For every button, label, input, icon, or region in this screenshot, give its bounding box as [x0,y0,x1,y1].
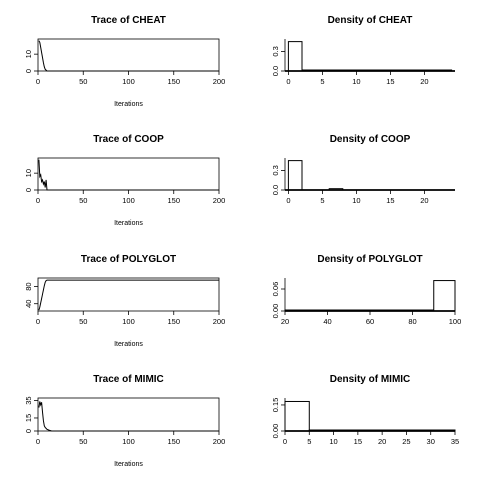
x-tick-label: 60 [366,317,374,326]
x-tick-label: 50 [79,437,87,446]
histogram-bar [433,280,456,312]
x-tick-label: 100 [122,317,135,326]
x-tick-label: 15 [354,437,362,446]
x-tick-label: 30 [427,437,435,446]
x-tick-label: 5 [307,437,311,446]
panel-title: Trace of MIMIC [93,374,164,385]
x-tick-label: 0 [36,196,40,205]
trace-line [38,40,219,72]
x-tick-label: 0 [286,77,290,86]
x-tick-label: 15 [386,196,394,205]
x-tick-label: 25 [402,437,410,446]
plot-frame [37,157,220,191]
x-tick-label: 0 [36,437,40,446]
x-tick-label: 0 [286,196,290,205]
panel-8: Density of MIMIC 0 5 10 15 20 25 30 35 0.00 0.15 [271,374,459,446]
x-tick-label: 10 [352,77,360,86]
y-tick-label: 35 [24,396,33,404]
panel-title: Density of CHEAT [328,15,413,26]
x-axis-label: Iterations [114,461,143,468]
x-tick-label: 40 [323,317,331,326]
x-tick-label: 5 [320,77,324,86]
x-tick-label: 200 [213,196,226,205]
panel-title: Density of COOP [330,134,411,145]
x-tick-label: 20 [281,317,289,326]
x-tick-label: 80 [408,317,416,326]
x-tick-label: 100 [122,77,135,86]
y-tick-label: 0.0 [271,185,280,195]
panel-title: Trace of CHEAT [91,15,166,26]
y-tick-label: 0 [24,69,33,73]
x-tick-label: 200 [213,317,226,326]
y-tick-label: 0.00 [271,424,280,439]
y-tick-label: 40 [24,300,33,308]
panel-title: Density of POLYGLOT [317,254,422,265]
y-tick-label: 0.0 [271,66,280,76]
x-tick-label: 100 [122,437,135,446]
x-tick-label: 0 [36,77,40,86]
histogram-bar [287,160,303,191]
y-tick-label: 0 [24,188,33,192]
x-axis-label: Iterations [114,341,143,348]
trace-line [38,279,219,311]
x-tick-label: 200 [213,77,226,86]
y-tick-label: 0 [24,429,33,433]
y-tick-label: 0.3 [271,46,280,56]
x-tick-label: 0 [283,437,287,446]
y-tick-label: 0.3 [271,165,280,175]
histogram-bar [284,400,310,432]
trace-line [38,401,219,432]
x-tick-label: 20 [420,77,428,86]
x-tick-label: 150 [167,196,180,205]
plot-frame [37,38,220,72]
panel-title: Trace of COOP [93,134,164,145]
plot-frame [37,277,220,312]
y-tick-label: 0.06 [271,282,280,297]
y-tick-label: 80 [24,282,33,290]
x-tick-label: 10 [329,437,337,446]
panel-5: Trace of POLYGLOT 0 50 100 150 200 40 80 Iterati… [24,254,225,348]
panel-7: Trace of MIMIC 0 50 100 150 200 0 15 35 Iteration… [24,374,225,468]
y-tick-label: 15 [24,414,33,422]
x-axis-label: Iterations [114,220,143,227]
x-tick-label: 50 [79,317,87,326]
x-tick-label: 150 [167,317,180,326]
panel-title: Density of MIMIC [330,374,411,385]
x-axis-label: Iterations [114,101,143,108]
trace-line [38,159,219,191]
x-tick-label: 5 [320,196,324,205]
panel-6: Density of POLYGLOT 20 40 60 80 100 0.00 0.06 [271,254,461,326]
panel-title: Trace of POLYGLOT [81,254,176,265]
x-tick-label: 15 [386,77,394,86]
x-tick-label: 20 [378,437,386,446]
x-tick-label: 50 [79,77,87,86]
y-tick-label: 0.15 [271,398,280,413]
x-tick-label: 100 [449,317,462,326]
x-tick-label: 150 [167,77,180,86]
x-tick-label: 35 [451,437,459,446]
y-tick-label: 10 [24,169,33,177]
x-tick-label: 200 [213,437,226,446]
x-tick-label: 150 [167,437,180,446]
x-tick-label: 20 [420,196,428,205]
plot-frame [37,397,220,432]
panel-1: Trace of CHEAT 0 50 100 150 200 0 10 Iterations [24,15,225,108]
x-tick-label: 50 [79,196,87,205]
panel-2: Density of CHEAT 0 5 10 15 20 0.0 0.3 [271,15,455,86]
x-tick-label: 0 [36,317,40,326]
panel-3: Trace of COOP 0 50 100 150 200 0 10 Iterations [24,134,225,227]
panel-4: Density of COOP 0 5 10 15 20 0.0 0.3 [271,134,455,205]
x-tick-label: 10 [352,196,360,205]
y-tick-label: 10 [24,50,33,58]
histogram-bar [287,41,303,72]
x-tick-label: 100 [122,196,135,205]
y-tick-label: 0.00 [271,304,280,319]
